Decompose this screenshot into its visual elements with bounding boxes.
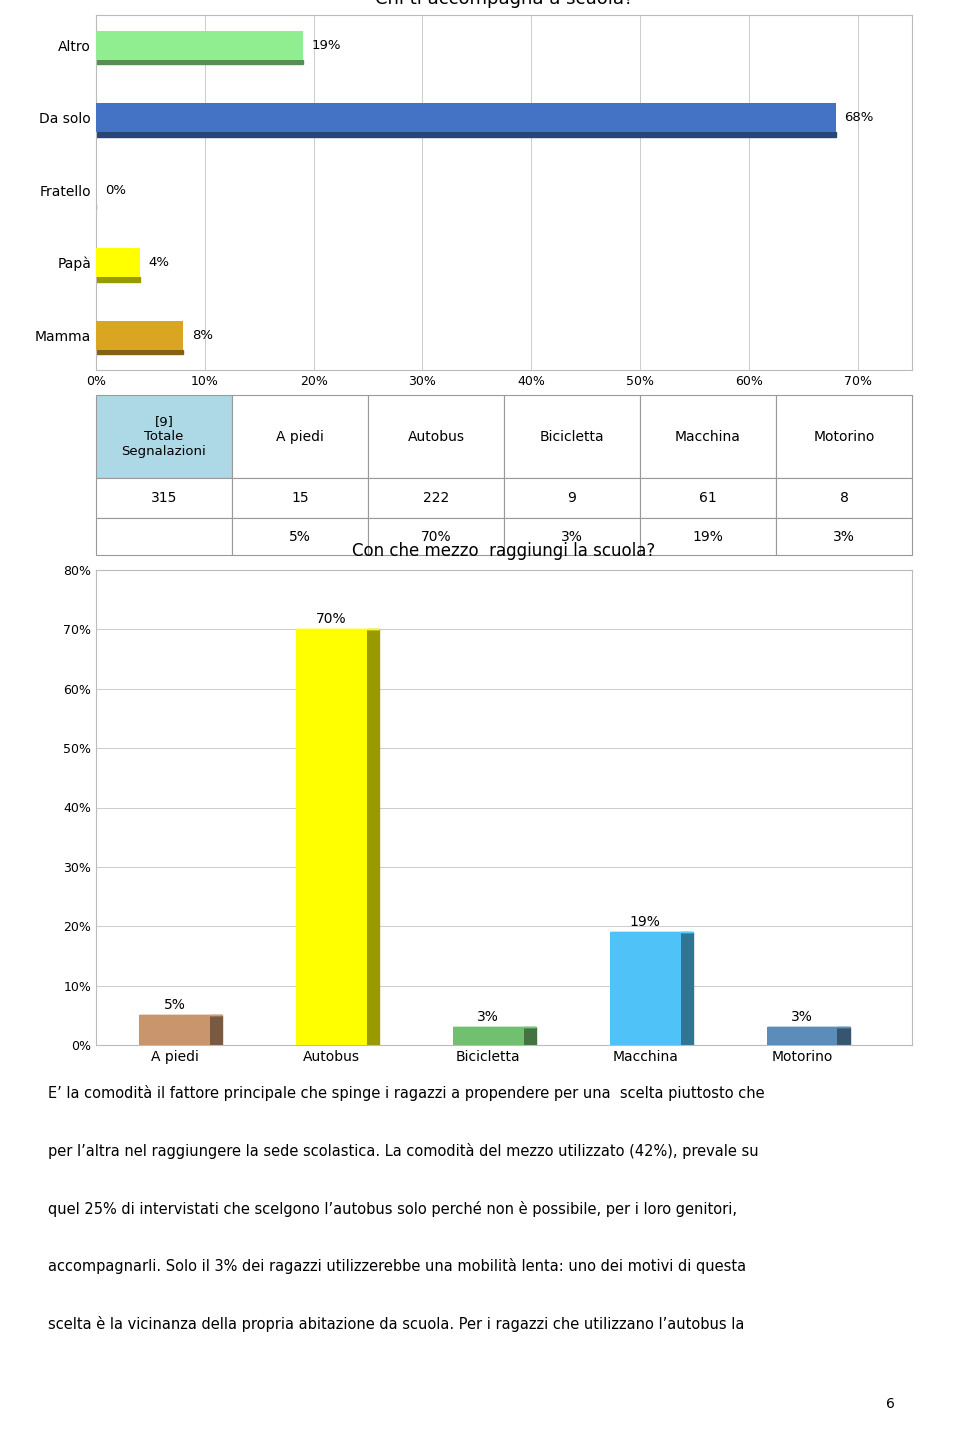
Bar bbox=[96, 31, 302, 60]
Polygon shape bbox=[96, 277, 139, 282]
Text: 3%: 3% bbox=[477, 1010, 499, 1023]
Text: 68%: 68% bbox=[845, 111, 874, 124]
Text: 0%: 0% bbox=[105, 184, 126, 197]
Bar bbox=[767, 1027, 837, 1045]
Bar bbox=[610, 932, 681, 1045]
Polygon shape bbox=[837, 1027, 850, 1045]
Text: per l’altra nel raggiungere la sede scolastica. La comodità del mezzo utilizzato: per l’altra nel raggiungere la sede scol… bbox=[48, 1143, 758, 1159]
Bar bbox=[139, 1016, 210, 1045]
Text: 19%: 19% bbox=[630, 915, 660, 929]
Bar bbox=[296, 629, 367, 1045]
Text: 4%: 4% bbox=[148, 256, 169, 269]
Text: 6: 6 bbox=[886, 1398, 895, 1412]
Text: quel 25% di intervistati che scelgono l’autobus solo perché non è possibile, per: quel 25% di intervistati che scelgono l’… bbox=[48, 1200, 737, 1216]
Polygon shape bbox=[367, 629, 379, 1045]
Text: 8%: 8% bbox=[192, 329, 213, 342]
Polygon shape bbox=[681, 932, 693, 1045]
Text: 5%: 5% bbox=[163, 997, 185, 1012]
Bar bbox=[453, 1027, 523, 1045]
Title: Con che mezzo  raggiungi la scuola?: Con che mezzo raggiungi la scuola? bbox=[352, 542, 656, 560]
Text: scelta è la vicinanza della propria abitazione da scuola. Per i ragazzi che util: scelta è la vicinanza della propria abit… bbox=[48, 1316, 744, 1332]
Polygon shape bbox=[96, 133, 836, 137]
Bar bbox=[96, 249, 139, 277]
Text: 19%: 19% bbox=[311, 39, 341, 51]
Title: Chi ti accompagna a scuola?: Chi ti accompagna a scuola? bbox=[374, 0, 634, 9]
Polygon shape bbox=[523, 1027, 537, 1045]
Text: E’ la comodità il fattore principale che spinge i ragazzi a propendere per una  : E’ la comodità il fattore principale che… bbox=[48, 1085, 764, 1102]
Bar bbox=[96, 320, 183, 350]
Polygon shape bbox=[210, 1016, 223, 1045]
Text: 70%: 70% bbox=[316, 612, 347, 626]
Text: accompagnarli. Solo il 3% dei ragazzi utilizzerebbe una mobilità lenta: uno dei : accompagnarli. Solo il 3% dei ragazzi ut… bbox=[48, 1259, 746, 1275]
Polygon shape bbox=[96, 350, 183, 354]
Polygon shape bbox=[96, 60, 302, 64]
Text: 3%: 3% bbox=[791, 1010, 813, 1023]
Bar bbox=[96, 103, 836, 133]
